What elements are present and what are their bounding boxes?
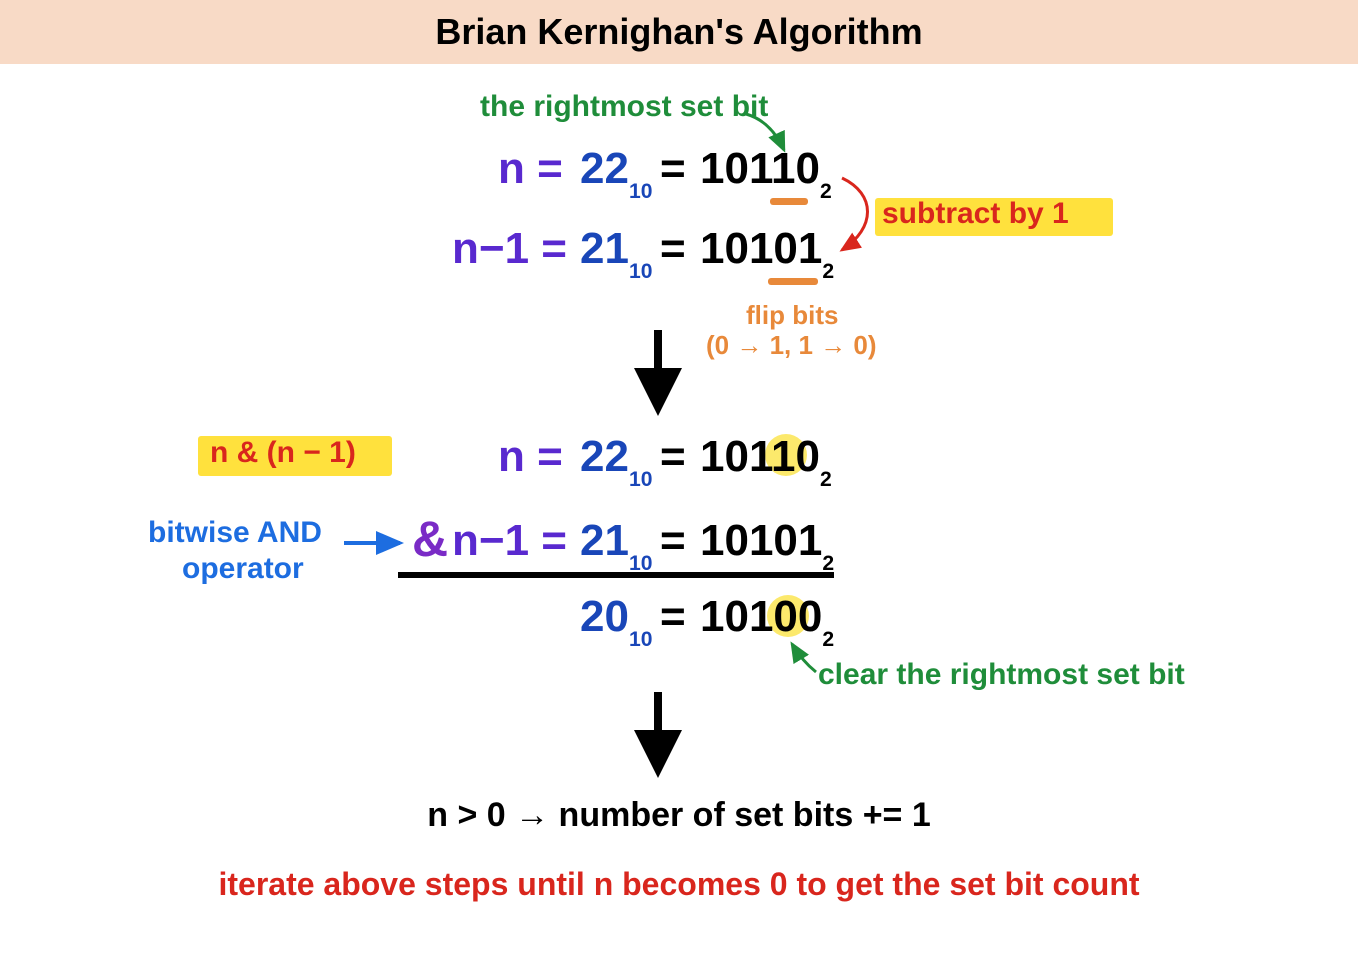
row3-dec: 2210	[580, 432, 652, 487]
title-bar: Brian Kernighan's Algorithm	[0, 0, 1358, 64]
row-n-eq: =	[660, 144, 686, 194]
row4-bin: 101012	[700, 516, 834, 571]
row-nm1-lhs: n−1 =	[452, 224, 567, 274]
row4-lhs: n−1 =	[452, 516, 567, 566]
label-bitwise-l1: bitwise AND	[148, 516, 322, 550]
row-nm1-eq: =	[660, 224, 686, 274]
row-nm1-bin: 101012	[700, 224, 834, 279]
row4-amp: &	[412, 510, 448, 568]
arrow-bitwise-icon	[340, 528, 410, 558]
row3-eq: =	[660, 432, 686, 482]
label-n-and: n & (n − 1)	[210, 436, 356, 470]
row3-lhs: n =	[498, 432, 563, 482]
underline-row1	[770, 198, 808, 205]
arrow-down-1-icon	[640, 326, 676, 412]
underline-row2	[768, 278, 818, 285]
label-clear-bit: clear the rightmost set bit	[818, 658, 1185, 692]
label-iterate: iterate above steps until n becomes 0 to…	[0, 866, 1358, 903]
row4-eq: =	[660, 516, 686, 566]
arrow-down-2-icon	[640, 688, 676, 774]
label-flip-bits-2: (0 → 1, 1 → 0)	[706, 330, 877, 361]
row5-bin: 101002	[700, 592, 834, 647]
arrow-subtract-icon	[820, 170, 890, 260]
row-nm1-dec: 2110	[580, 224, 652, 279]
row-n-bin: 101102	[700, 144, 832, 199]
label-condition: n > 0 → number of set bits += 1	[0, 796, 1358, 835]
row-n-lhs: n =	[498, 144, 563, 194]
and-result-line	[398, 572, 834, 578]
row4-dec: 2110	[580, 516, 652, 571]
title-text: Brian Kernighan's Algorithm	[435, 11, 922, 53]
row3-bin: 101102	[700, 432, 832, 487]
label-rightmost-set-bit: the rightmost set bit	[480, 90, 768, 124]
row5-dec: 2010	[580, 592, 652, 647]
row-n-dec: 2210	[580, 144, 652, 199]
label-flip-bits-1: flip bits	[746, 300, 838, 331]
label-subtract-by-1: subtract by 1	[882, 197, 1069, 231]
label-bitwise-l2: operator	[182, 552, 304, 586]
row5-eq: =	[660, 592, 686, 642]
